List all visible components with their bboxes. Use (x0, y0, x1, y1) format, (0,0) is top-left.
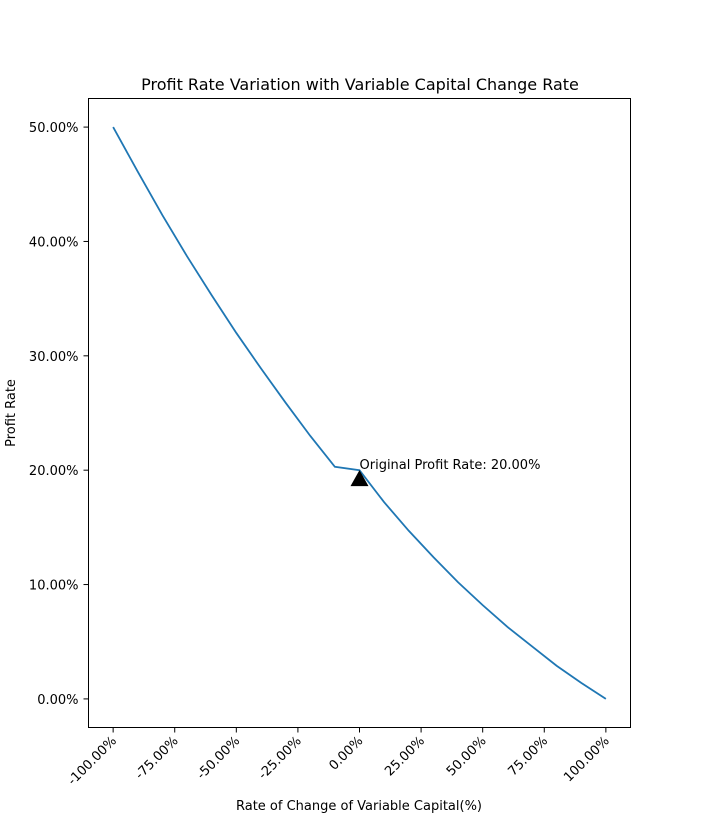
x-tick-label: -25.00% (256, 734, 305, 783)
x-axis-label: Rate of Change of Variable Capital(%) (236, 799, 482, 814)
profit-rate-line (112, 126, 607, 700)
original-profit-rate-annotation: Original Profit Rate: 20.00% (360, 458, 541, 473)
y-axis-ticks: 0.00% 10.00% 20.00% 30.00% 40.00% 50.00% (29, 121, 89, 708)
original-profit-rate-marker (350, 470, 369, 487)
chart-title: Profit Rate Variation with Variable Capi… (141, 75, 579, 94)
x-tick-label: -75.00% (133, 734, 182, 783)
x-tick-label: 50.00% (444, 734, 490, 780)
x-tick-label: 25.00% (382, 734, 428, 780)
y-axis-label: Profit Rate (4, 379, 19, 447)
x-tick-label: 75.00% (505, 734, 551, 780)
plot-area-frame (88, 98, 631, 728)
y-tick-label: 50.00% (29, 121, 79, 136)
x-axis-ticks: -100.00% -75.00% -50.00% -25.00% 0.00% 25.00%… (65, 727, 613, 789)
y-tick-label: 10.00% (29, 579, 79, 594)
y-tick-label: 30.00% (29, 350, 79, 365)
y-tick-label: 40.00% (29, 235, 79, 250)
x-tick-label: -100.00% (65, 734, 120, 789)
y-tick-label: 20.00% (29, 464, 79, 479)
x-tick-label: -50.00% (194, 734, 243, 783)
y-tick-label: 0.00% (37, 693, 78, 708)
x-tick-label: 0.00% (327, 734, 367, 774)
x-tick-label: 100.00% (561, 734, 613, 786)
